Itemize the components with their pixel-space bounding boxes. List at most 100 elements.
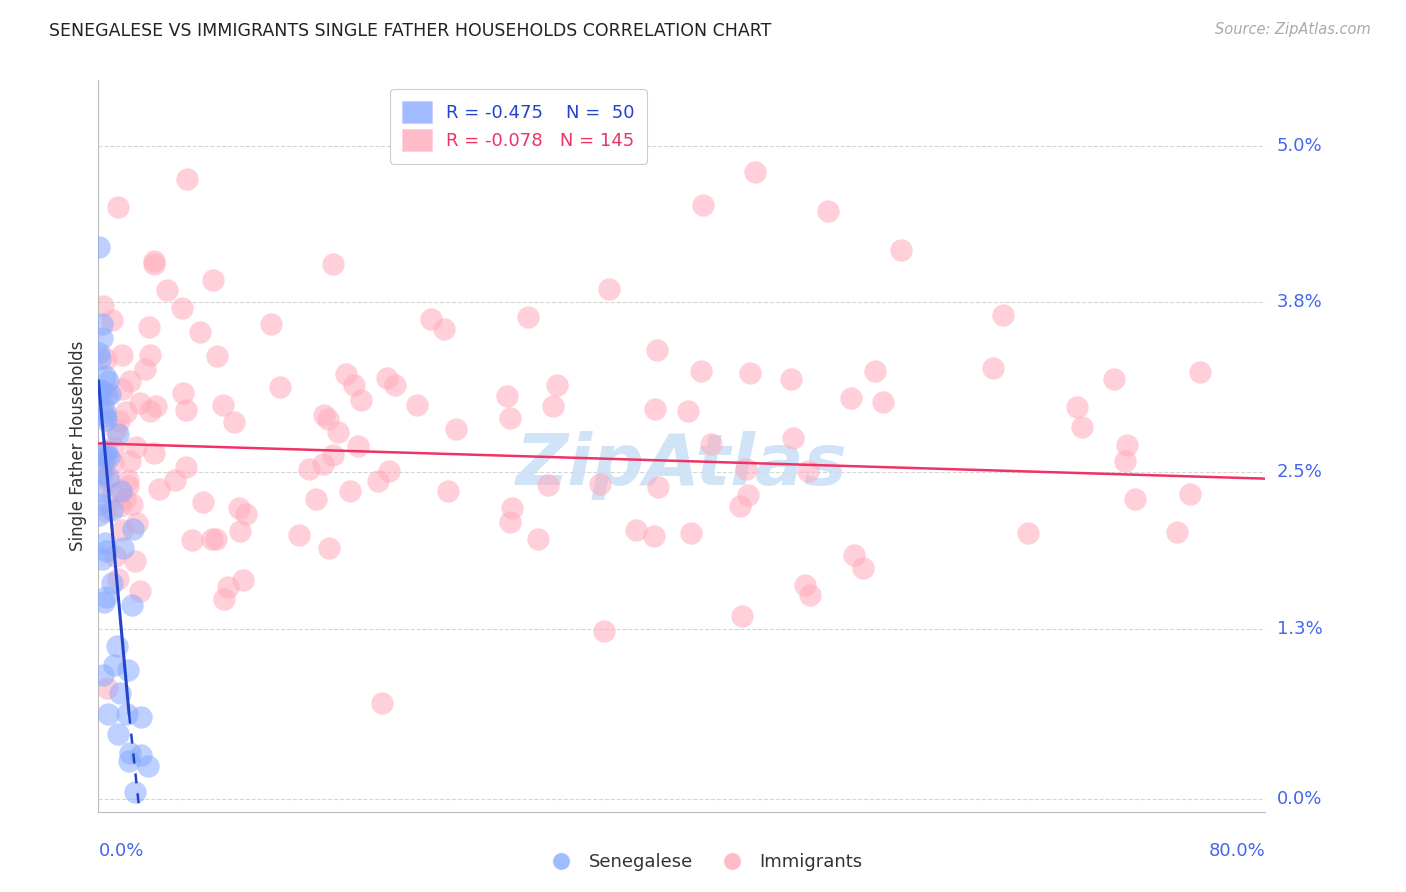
Point — [107, 200, 129, 214]
Point — [205, 532, 228, 546]
Point — [96, 388, 118, 402]
Point — [172, 385, 194, 400]
Point — [91, 467, 114, 482]
Point — [527, 532, 550, 546]
Point — [1180, 487, 1202, 501]
Point — [689, 364, 711, 378]
Point — [728, 499, 751, 513]
Text: 5.0%: 5.0% — [1277, 136, 1322, 154]
Point — [94, 543, 117, 558]
Text: 80.0%: 80.0% — [1209, 842, 1265, 860]
Point — [314, 408, 336, 422]
Point — [148, 482, 170, 496]
Point — [211, 398, 233, 412]
Point — [107, 572, 129, 586]
Point — [517, 310, 540, 325]
Point — [94, 503, 117, 517]
Point — [371, 696, 394, 710]
Point — [101, 503, 124, 517]
Point — [101, 440, 124, 454]
Point — [405, 398, 427, 412]
Point — [96, 351, 118, 366]
Point — [97, 470, 120, 484]
Point — [339, 484, 361, 499]
Point — [100, 387, 122, 401]
Point — [125, 440, 148, 454]
Point — [981, 361, 1004, 376]
Point — [797, 464, 820, 478]
Text: Source: ZipAtlas.com: Source: ZipAtlas.com — [1215, 22, 1371, 37]
Point — [201, 272, 224, 286]
Point — [643, 529, 665, 543]
Point — [89, 346, 111, 360]
Point — [108, 415, 131, 429]
Point — [117, 473, 139, 487]
Point — [96, 590, 118, 604]
Point — [346, 439, 368, 453]
Point — [692, 198, 714, 212]
Point — [349, 392, 371, 407]
Point — [112, 541, 135, 556]
Point — [93, 409, 115, 424]
Point — [681, 525, 703, 540]
Point — [326, 425, 349, 440]
Text: 3.8%: 3.8% — [1277, 293, 1322, 311]
Point — [335, 367, 357, 381]
Point — [495, 389, 517, 403]
Point — [114, 405, 136, 419]
Point — [97, 474, 120, 488]
Point — [1166, 524, 1188, 539]
Point — [322, 448, 344, 462]
Point — [1116, 437, 1139, 451]
Point — [991, 309, 1014, 323]
Point — [93, 446, 115, 460]
Point — [200, 532, 222, 546]
Point — [1114, 453, 1136, 467]
Point — [139, 404, 162, 418]
Point — [136, 759, 159, 773]
Point — [91, 668, 114, 682]
Point — [499, 515, 522, 529]
Point — [318, 541, 340, 555]
Point — [872, 394, 894, 409]
Point — [101, 456, 124, 470]
Point — [1102, 372, 1125, 386]
Point — [731, 609, 754, 624]
Point — [110, 347, 132, 361]
Point — [143, 446, 166, 460]
Point — [111, 382, 134, 396]
Point — [890, 243, 912, 257]
Point — [124, 554, 146, 568]
Point — [142, 253, 165, 268]
Point — [90, 317, 112, 331]
Point — [172, 301, 194, 315]
Point — [91, 299, 114, 313]
Point — [128, 584, 150, 599]
Text: 1.3%: 1.3% — [1277, 620, 1322, 638]
Point — [117, 478, 139, 492]
Point — [163, 473, 186, 487]
Point — [1123, 492, 1146, 507]
Point — [110, 484, 132, 499]
Point — [1017, 526, 1039, 541]
Point — [593, 624, 616, 638]
Point — [842, 548, 865, 562]
Point — [89, 496, 111, 510]
Point — [744, 164, 766, 178]
Point — [316, 412, 339, 426]
Point — [1070, 419, 1092, 434]
Point — [97, 707, 120, 722]
Point — [1066, 401, 1088, 415]
Text: 0.0%: 0.0% — [1277, 789, 1322, 807]
Point — [419, 311, 441, 326]
Point — [110, 685, 132, 699]
Point — [107, 427, 129, 442]
Point — [433, 322, 456, 336]
Point — [782, 431, 804, 445]
Point — [96, 375, 118, 389]
Point — [297, 462, 319, 476]
Text: 2.5%: 2.5% — [1277, 463, 1323, 481]
Point — [174, 459, 197, 474]
Point — [91, 458, 114, 472]
Point — [94, 450, 117, 464]
